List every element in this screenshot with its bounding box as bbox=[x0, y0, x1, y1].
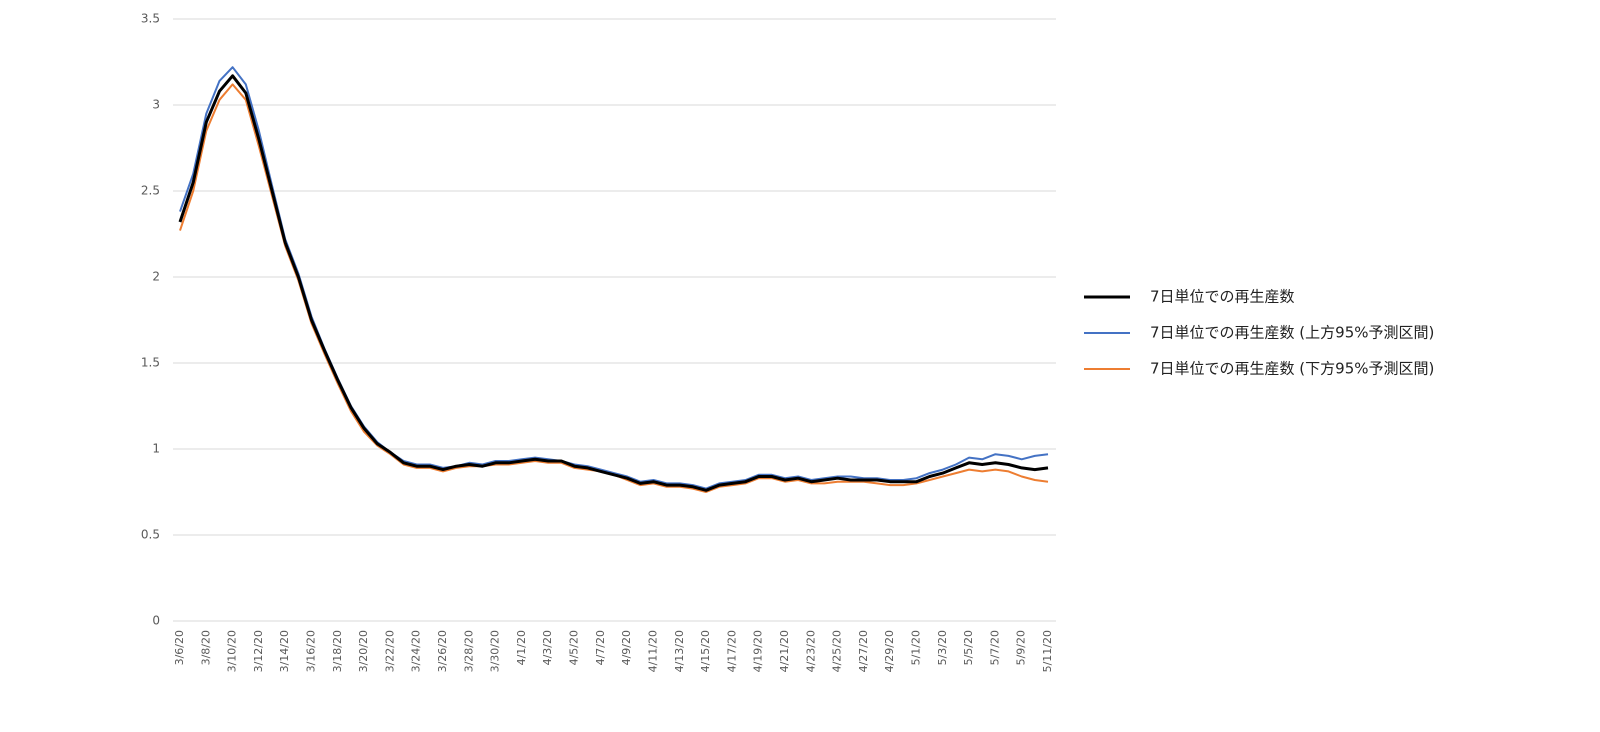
legend-label: 7日単位での再生産数 bbox=[1150, 288, 1295, 306]
x-tick-label: 3/30/20 bbox=[489, 630, 502, 672]
x-tick-label: 4/23/20 bbox=[804, 630, 817, 672]
x-tick-label: 5/11/20 bbox=[1041, 630, 1054, 672]
y-tick-label: 2.5 bbox=[141, 184, 160, 198]
x-tick-label: 4/15/20 bbox=[699, 630, 712, 672]
x-tick-label: 4/13/20 bbox=[673, 630, 686, 672]
y-tick-label: 0.5 bbox=[141, 528, 160, 542]
x-tick-label: 5/9/20 bbox=[1015, 630, 1028, 665]
y-tick-label: 3 bbox=[152, 98, 160, 112]
x-tick-label: 4/29/20 bbox=[883, 630, 896, 672]
x-tick-label: 3/10/20 bbox=[226, 630, 239, 672]
legend-label: 7日単位での再生産数 (下方95%予測区間) bbox=[1150, 360, 1434, 378]
x-tick-label: 3/22/20 bbox=[383, 630, 396, 672]
x-tick-label: 3/14/20 bbox=[278, 630, 291, 672]
y-tick-label: 0 bbox=[152, 614, 160, 628]
x-tick-label: 5/3/20 bbox=[936, 630, 949, 665]
x-tick-label: 3/12/20 bbox=[252, 630, 265, 672]
y-tick-label: 2 bbox=[152, 270, 160, 284]
x-tick-label: 3/8/20 bbox=[199, 630, 212, 665]
x-tick-label: 3/18/20 bbox=[331, 630, 344, 672]
x-tick-label: 5/5/20 bbox=[962, 630, 975, 665]
x-tick-label: 3/16/20 bbox=[305, 630, 318, 672]
x-tick-label: 4/21/20 bbox=[778, 630, 791, 672]
series-line bbox=[178, 74, 1049, 492]
x-tick-label: 4/1/20 bbox=[515, 630, 528, 665]
x-tick-label: 4/19/20 bbox=[752, 630, 765, 672]
y-tick-label: 1 bbox=[152, 442, 160, 456]
y-tick-label: 1.5 bbox=[141, 356, 160, 370]
x-tick-label: 4/3/20 bbox=[541, 630, 554, 665]
x-tick-label: 5/7/20 bbox=[988, 630, 1001, 665]
x-tick-label: 4/7/20 bbox=[594, 630, 607, 665]
x-tick-label: 4/9/20 bbox=[620, 630, 633, 665]
legend-label: 7日単位での再生産数 (上方95%予測区間) bbox=[1150, 324, 1434, 342]
x-tick-label: 4/11/20 bbox=[646, 630, 659, 672]
series-line bbox=[179, 66, 1049, 490]
x-tick-label: 3/20/20 bbox=[357, 630, 370, 672]
series-line bbox=[179, 83, 1049, 493]
y-tick-label: 3.5 bbox=[141, 12, 160, 26]
x-tick-label: 5/1/20 bbox=[909, 630, 922, 665]
x-tick-label: 4/5/20 bbox=[568, 630, 581, 665]
x-tick-label: 3/28/20 bbox=[462, 630, 475, 672]
x-tick-label: 4/27/20 bbox=[857, 630, 870, 672]
x-tick-label: 3/26/20 bbox=[436, 630, 449, 672]
x-tick-label: 4/17/20 bbox=[725, 630, 738, 672]
x-tick-label: 4/25/20 bbox=[831, 630, 844, 672]
x-tick-label: 3/6/20 bbox=[173, 630, 186, 665]
x-tick-label: 3/24/20 bbox=[410, 630, 423, 672]
